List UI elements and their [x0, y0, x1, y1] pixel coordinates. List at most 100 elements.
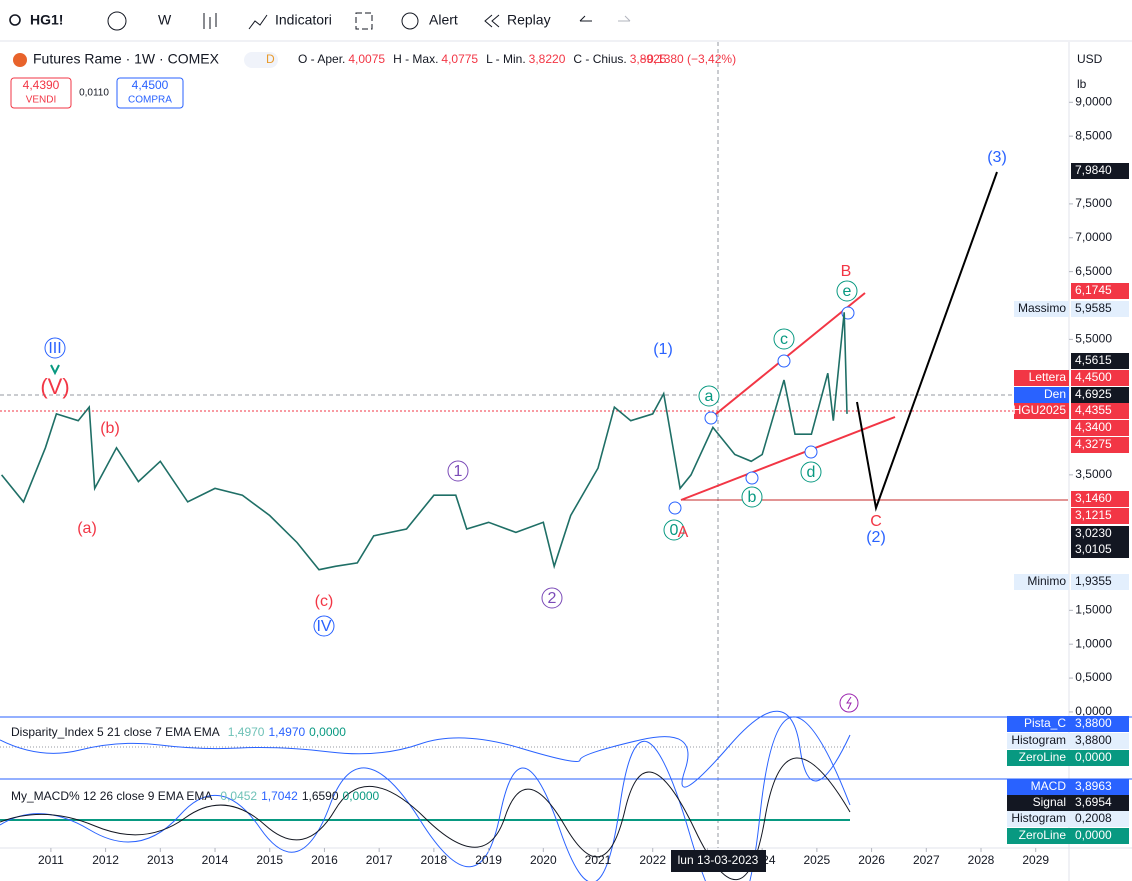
y-tick-label: 8,5000 — [1075, 128, 1112, 142]
indicators[interactable]: Indicatori — [275, 12, 332, 28]
x-tick-label: 2029 — [1022, 853, 1049, 867]
x-tick-label: 2012 — [92, 853, 119, 867]
y-tick-label: 5,5000 — [1075, 332, 1112, 346]
price-label-box — [1071, 283, 1129, 299]
toolbar — [0, 0, 1132, 41]
wave-label: A — [678, 524, 689, 541]
search-icon[interactable] — [9, 14, 21, 26]
annotation-circle — [836, 280, 858, 302]
indicator-label-value: 3,8800 — [1075, 733, 1112, 747]
indicator-label-name: ZeroLine — [1019, 828, 1067, 842]
event-icon[interactable] — [839, 693, 859, 713]
ohlc-value: 4,0075 — [348, 52, 385, 66]
price-label: 5,9585 — [1075, 301, 1112, 315]
wave-label: b — [748, 489, 757, 506]
undo[interactable] — [579, 15, 592, 22]
buy-box[interactable] — [116, 77, 184, 109]
wave-label: C — [870, 513, 882, 530]
anchor-points — [668, 306, 855, 515]
price-label-box — [1071, 508, 1129, 524]
price-label-box — [1071, 163, 1129, 179]
ohlc-label: H - Max. — [393, 52, 438, 66]
redo[interactable] — [618, 15, 631, 22]
wave-label: (1) — [653, 341, 673, 358]
symbol[interactable]: HG1! — [30, 12, 63, 28]
macd-line — [0, 716, 851, 881]
price-label-box — [1071, 491, 1129, 507]
indicator-label-value: 3,8963 — [1075, 779, 1112, 793]
replay-icon[interactable] — [484, 14, 500, 28]
price-label: 3,0230 — [1075, 526, 1112, 540]
annotation-circle — [698, 385, 720, 407]
indicator-value: 0,0000 — [309, 725, 346, 739]
x-tick-label: 2022 — [639, 853, 666, 867]
x-tick-label: 2027 — [913, 853, 940, 867]
indicator-label-name: Histogram — [1011, 811, 1066, 825]
symbol-logo — [13, 53, 27, 67]
indicator-label-value: 0,0000 — [1075, 828, 1112, 842]
price-label-name-box — [1014, 574, 1069, 590]
price-label: 4,4355 — [1075, 403, 1112, 417]
replay[interactable]: Replay — [507, 12, 551, 28]
wave-label: a — [705, 388, 714, 405]
crosshair-label: lun 13-03-2023 — [678, 853, 759, 867]
interval[interactable]: W — [158, 12, 172, 28]
indicator-label-box — [1007, 811, 1129, 827]
annotation-circle — [663, 519, 685, 541]
indicator-value: 1,6590 — [302, 789, 339, 803]
x-tick-label: 2026 — [858, 853, 885, 867]
annotation-circle — [773, 328, 795, 350]
y-tick-label: 1,5000 — [1075, 602, 1112, 616]
wave-label: 2 — [548, 590, 557, 607]
x-tick-label: 2021 — [585, 853, 612, 867]
spread: 0,0110 — [79, 88, 109, 99]
annotation-circle — [447, 460, 469, 482]
ohlc-value: 4,0775 — [441, 52, 478, 66]
price-label: 4,6925 — [1075, 387, 1112, 401]
price-line — [0, 312, 848, 571]
x-tick-label: 2013 — [147, 853, 174, 867]
wave-label: (b) — [100, 420, 120, 437]
buy-label: COMPRA — [128, 95, 172, 106]
currency[interactable]: USD — [1077, 52, 1103, 66]
indicator-label-box — [1007, 750, 1129, 766]
ohlc-label: O - Aper. — [298, 52, 345, 66]
annotation-circle — [800, 461, 822, 483]
event-bolt — [846, 696, 852, 710]
wave-marker — [50, 364, 60, 376]
indicator-label-value: 0,2008 — [1075, 811, 1112, 825]
crosshair-box — [671, 850, 766, 872]
indicator-label-box — [1007, 733, 1129, 749]
chart-title: Futures Rame · 1W · COMEX — [33, 51, 220, 67]
y-tick-label: 1,0000 — [1075, 636, 1112, 650]
layout-icon[interactable] — [355, 12, 373, 30]
wave-label: IV — [316, 618, 331, 635]
price-label: 7,9840 — [1075, 163, 1112, 177]
disparity-line — [0, 710, 851, 788]
add-icon[interactable] — [107, 11, 127, 31]
x-tick-label: 2018 — [421, 853, 448, 867]
price-label-name-box — [1014, 403, 1069, 419]
indicator-label-name: Pista_C — [1024, 716, 1066, 730]
indicator-value: 1,4970 — [228, 725, 265, 739]
lower-trendline — [680, 416, 896, 501]
ind-icon[interactable] — [248, 14, 268, 30]
indicator-label-value: 3,6954 — [1075, 795, 1112, 809]
unit[interactable]: lb — [1077, 77, 1087, 91]
alert[interactable]: Alert — [429, 12, 458, 28]
price-label-box — [1071, 526, 1129, 542]
x-tick-label: 2011 — [38, 853, 64, 867]
bars-icon[interactable] — [203, 13, 217, 29]
alert-icon[interactable] — [401, 12, 419, 30]
sell-box[interactable] — [10, 77, 72, 109]
price-label-box — [1071, 542, 1129, 558]
indicator-label-value: 0,0000 — [1075, 750, 1112, 764]
indicator-label-box — [1007, 779, 1129, 795]
annotation-circle — [741, 486, 763, 508]
price-label-box — [1071, 420, 1129, 436]
price-label-name: Den — [1044, 387, 1066, 401]
price-label-box — [1071, 437, 1129, 453]
ohlc-label: C - Chius. — [573, 52, 626, 66]
